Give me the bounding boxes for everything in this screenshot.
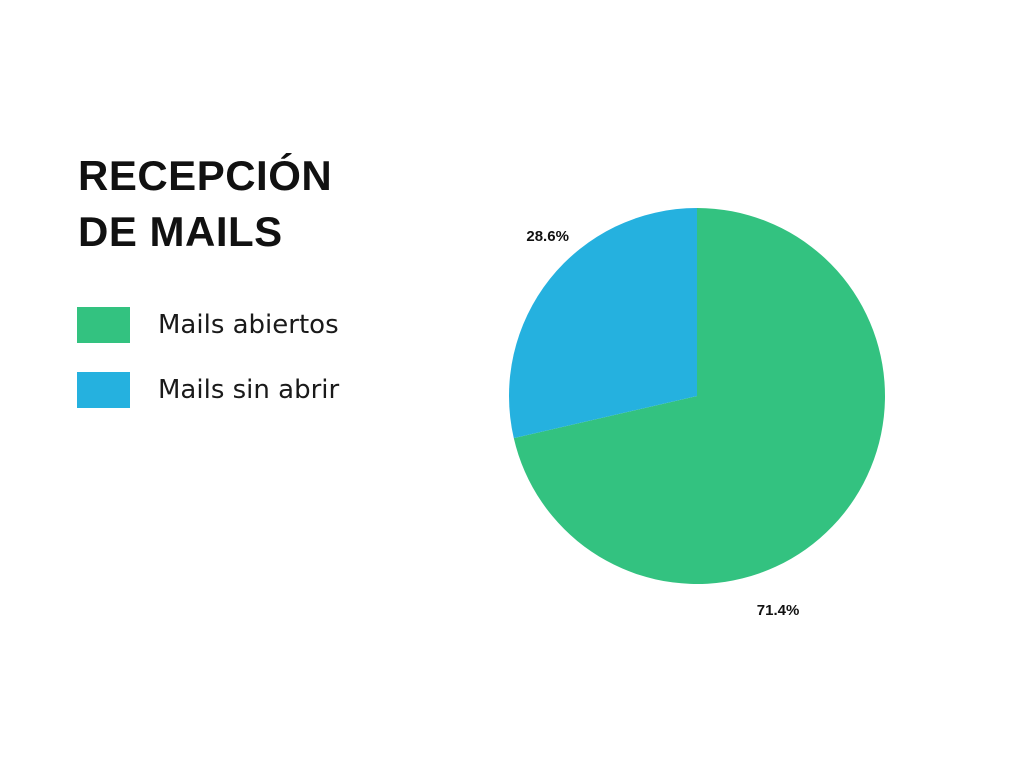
legend-item-mails-abiertos: Mails abiertos (77, 307, 397, 343)
legend-item-mails-sin-abrir: Mails sin abrir (77, 372, 397, 408)
pie-label-mails-abiertos: 71.4% (757, 602, 800, 619)
legend-label-mails-sin-abrir: Mails sin abrir (158, 375, 340, 405)
chart-title: RECEPCIÓN DE MAILS (78, 148, 398, 260)
chart-title-line-2: DE MAILS (78, 208, 283, 255)
legend-swatch-mails-sin-abrir (77, 372, 130, 408)
chart-legend: Mails abiertos Mails sin abrir (77, 307, 397, 437)
pie-label-mails-sin-abrir: 28.6% (526, 228, 569, 245)
legend-label-mails-abiertos: Mails abiertos (158, 310, 339, 340)
legend-swatch-mails-abiertos (77, 307, 130, 343)
chart-title-line-1: RECEPCIÓN (78, 152, 333, 199)
pie-slice-mails-sin-abrir (508, 207, 697, 439)
pie-slice-mails-abiertos (513, 208, 885, 584)
